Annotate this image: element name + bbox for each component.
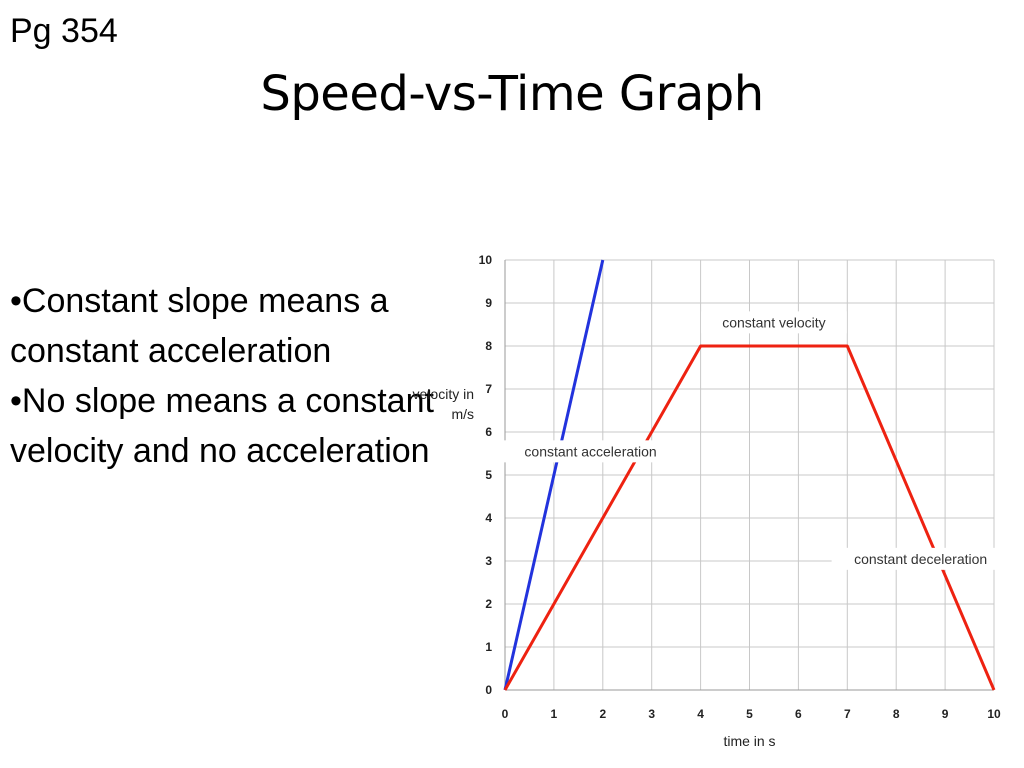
page-number: Pg 354 [10, 12, 118, 50]
slide-title: Speed-vs-Time Graph [260, 66, 764, 122]
bullet-list: •Constant slope means a constant acceler… [10, 276, 460, 476]
y-tick-label: 2 [485, 597, 492, 611]
series-line-1 [503, 344, 996, 691]
x-tick-label: 7 [844, 707, 851, 721]
y-tick-label: 6 [485, 425, 492, 439]
annotation-label: constant deceleration [854, 551, 987, 567]
x-tick-label: 8 [893, 707, 900, 721]
x-tick-label: 3 [648, 707, 655, 721]
x-tick-label: 6 [795, 707, 802, 721]
x-tick-label: 5 [746, 707, 753, 721]
series-line-0 [503, 259, 605, 691]
annotation-background [501, 440, 680, 463]
y-tick-label: 5 [485, 468, 492, 482]
y-tick-label: 7 [485, 382, 492, 396]
y-tick-label: 0 [485, 683, 492, 697]
y-tick-label: 4 [485, 511, 492, 525]
y-tick-label: 9 [485, 296, 492, 310]
y-tick-label: 10 [479, 253, 493, 267]
annotation-background [701, 311, 847, 334]
x-tick-label: 9 [942, 707, 949, 721]
y-tick-label: 8 [485, 339, 492, 353]
x-tick-label: 2 [599, 707, 606, 721]
annotation-label: constant acceleration [524, 443, 656, 459]
x-tick-label: 10 [987, 707, 1001, 721]
y-axis-label: velocity in [413, 386, 474, 402]
annotation-background [831, 547, 1010, 570]
annotation-label: constant velocity [722, 314, 826, 330]
y-axis-label: m/s [451, 406, 474, 422]
y-tick-label: 3 [485, 554, 492, 568]
bullet-item: •Constant slope means a constant acceler… [10, 282, 389, 370]
speed-time-chart: 0 1 2 3 4 5 6 7 8 9 10 0 1 2 3 4 5 6 7 8 9 10 time in s velocit… [413, 253, 1010, 749]
x-axis-label: time in s [723, 733, 775, 749]
y-tick-label: 1 [485, 640, 492, 654]
x-tick-label: 4 [697, 707, 704, 721]
x-tick-label: 1 [551, 707, 558, 721]
bullet-item: •No slope means a constant velocity and … [10, 382, 434, 470]
x-tick-label: 0 [502, 707, 509, 721]
